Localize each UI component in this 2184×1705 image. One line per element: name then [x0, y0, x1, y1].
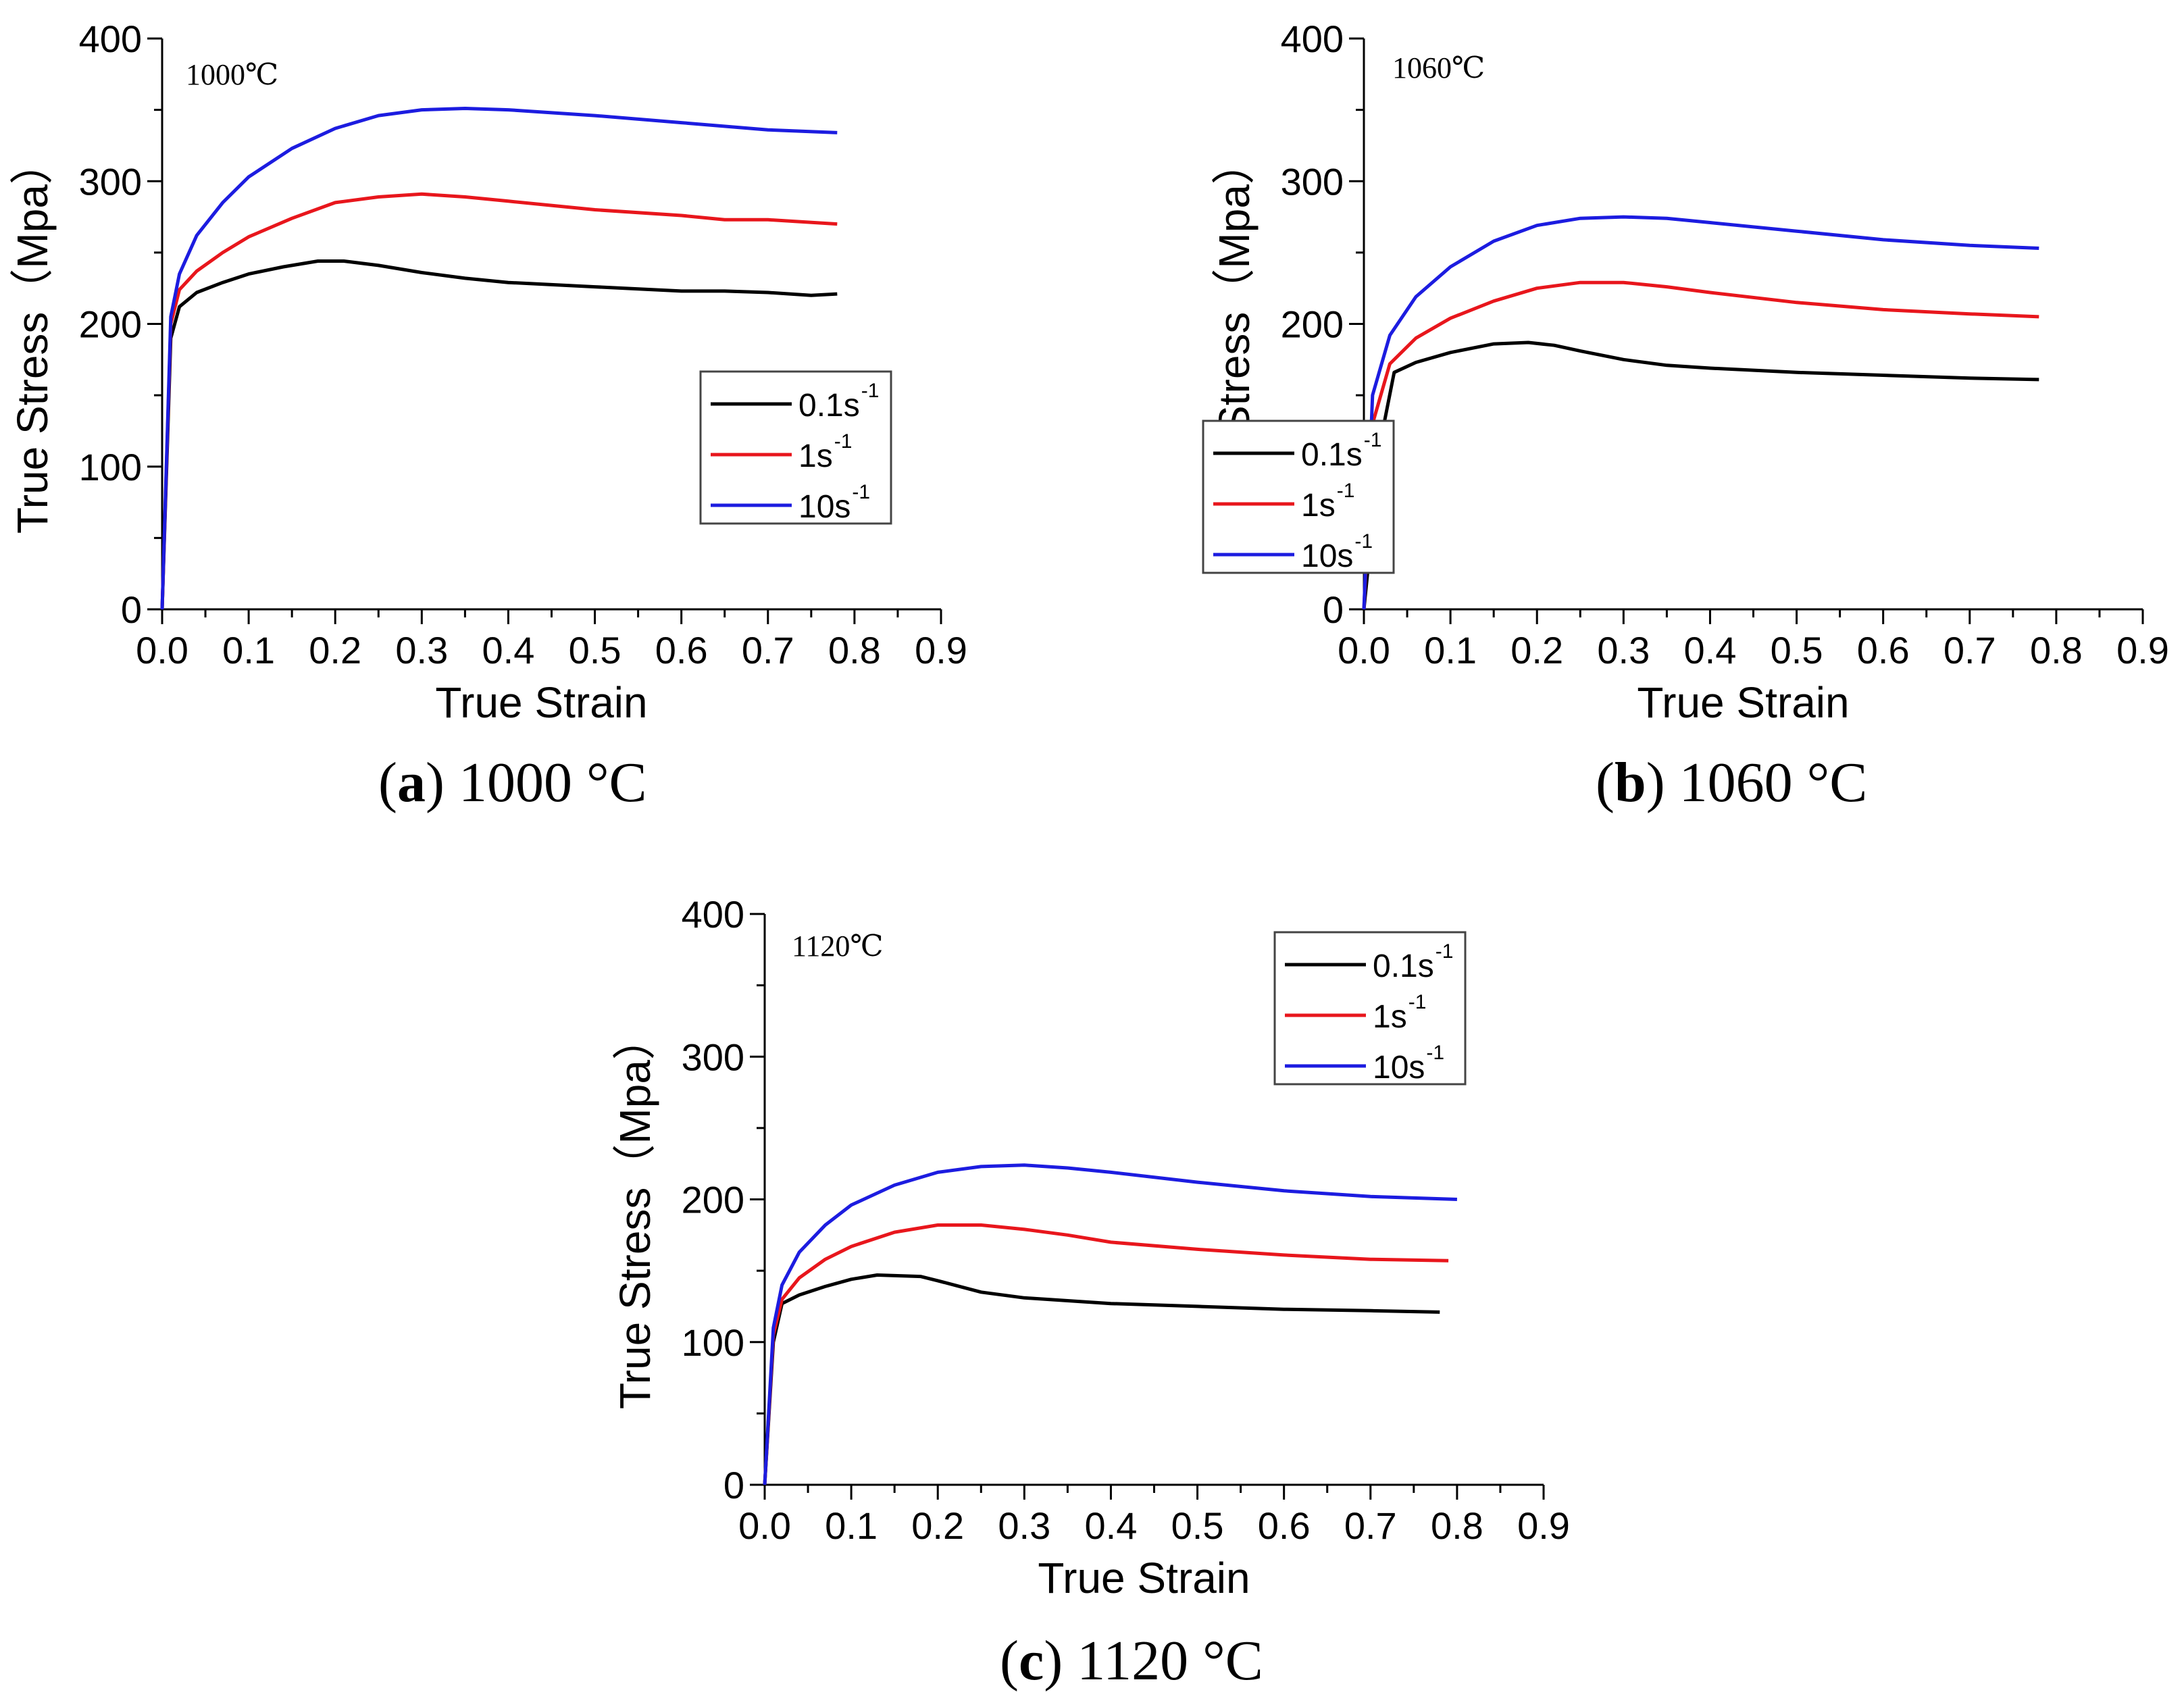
- x-tick-label: 0.5: [1771, 629, 1823, 671]
- x-tick-label: 0.5: [569, 629, 621, 671]
- y-tick-label: 100: [682, 1321, 744, 1364]
- series-line-0_1s: [160, 259, 838, 610]
- temperature-annotation: 1120℃: [792, 930, 884, 963]
- legend-label: 10s: [1373, 1050, 1425, 1086]
- x-tick-label: 0.0: [136, 629, 188, 671]
- series-line-0_1s: [1362, 340, 2039, 610]
- x-tick-label: 0.1: [825, 1504, 878, 1547]
- chart-panel-c: 0.0 0.1 0.2 0.3 0.4 0.5 0.6 0.7 0.8 0.9 0 100 200 300…: [611, 893, 1570, 1602]
- x-tick-label: 0.4: [1085, 1504, 1138, 1547]
- series-line-0_1s: [763, 1273, 1440, 1485]
- plot-area-c: 0.0 0.1 0.2 0.3 0.4 0.5 0.6 0.7 0.8 0.9 0 100 200 300…: [611, 893, 1570, 1602]
- x-axis-title: True Strain: [435, 678, 647, 727]
- legend-superscript: -1: [861, 380, 880, 402]
- y-tick-label: 0: [1323, 588, 1344, 631]
- y-tick-label: 100: [79, 446, 142, 488]
- x-tick-label: 0.8: [1431, 1504, 1483, 1547]
- series-line-10s: [763, 1163, 1457, 1485]
- plot-area-b: 0.00.10.20.30.40.50.60.70.80.90100200300…: [1202, 18, 2169, 727]
- x-tick-label: 0.2: [911, 1504, 964, 1547]
- x-tick-label: 0.4: [482, 629, 535, 671]
- caption-b: (b) 1060 °C: [1596, 751, 1868, 814]
- x-tick-label: 0.1: [222, 629, 275, 671]
- x-tick-label: 0.9: [2116, 629, 2169, 671]
- legend-label: 1s: [798, 438, 833, 474]
- y-tick-label: 300: [79, 160, 142, 203]
- caption-letter-b: b: [1614, 751, 1646, 814]
- x-tick-label: 0.5: [1171, 1504, 1224, 1547]
- x-tick-label: 0.6: [1258, 1504, 1311, 1547]
- chart-panel-b: 0.00.10.20.30.40.50.60.70.80.90100200300…: [1202, 18, 2169, 727]
- y-tick-label: 400: [1281, 18, 1344, 60]
- caption-text-a: ) 1000 °C: [425, 751, 647, 814]
- x-tick-label: 0.6: [655, 629, 708, 671]
- x-tick-label: 0.0: [1338, 629, 1390, 671]
- x-tick-label: 0.7: [1344, 1504, 1397, 1547]
- x-tick-label: 0.8: [2030, 629, 2083, 671]
- legend-superscript: -1: [1436, 940, 1454, 963]
- legend-box: [1202, 419, 1395, 574]
- legend-superscript: -1: [1408, 991, 1427, 1013]
- x-tick-label: 0.3: [1597, 629, 1650, 671]
- caption-letter-a: a: [397, 751, 426, 814]
- y-axis-title: True Stress（Mpa）: [8, 141, 57, 534]
- x-tick-label: 0.7: [742, 629, 794, 671]
- legend-label: 0.1s: [1301, 437, 1363, 473]
- legend-label: 0.1s: [1373, 948, 1434, 984]
- y-tick-label: 400: [79, 18, 142, 60]
- legend-label: 1s: [1373, 999, 1407, 1035]
- y-tick-label: 300: [1281, 160, 1344, 203]
- x-tick-label: 0.7: [1944, 629, 1996, 671]
- x-tick-label: 0.3: [395, 629, 448, 671]
- x-tick-label: 0.1: [1424, 629, 1477, 671]
- caption-letter-c: c: [1018, 1629, 1044, 1692]
- caption-text-c: ) 1120 °C: [1044, 1629, 1263, 1692]
- y-tick-label: 300: [682, 1036, 744, 1078]
- x-tick-label: 0.8: [828, 629, 881, 671]
- y-tick-label: 200: [682, 1179, 744, 1221]
- x-tick-label: 0.9: [915, 629, 967, 671]
- caption-text-b: ) 1060 °C: [1646, 751, 1868, 814]
- plot-area-a: 0.0 0.1 0.2 0.3 0.4 0.5 0.6 0.7 0.8 0.9 0 100 200 300…: [8, 18, 967, 727]
- y-tick-label: 200: [79, 303, 142, 346]
- x-tick-label: 0.4: [1684, 629, 1737, 671]
- x-tick-label: 0.6: [1857, 629, 1910, 671]
- legend-superscript: -1: [1354, 530, 1373, 553]
- chart-panel-a: 0.0 0.1 0.2 0.3 0.4 0.5 0.6 0.7 0.8 0.9 0 100 200 300…: [8, 18, 967, 727]
- legend-superscript: -1: [1426, 1042, 1444, 1064]
- y-tick-label: 0: [723, 1464, 744, 1506]
- legend-label: 0.1s: [798, 388, 860, 424]
- series-line-10s: [1362, 215, 2039, 610]
- caption-c: (c) 1120 °C: [1000, 1629, 1263, 1692]
- legend-superscript: -1: [852, 481, 870, 503]
- legend-label: 1s: [1301, 488, 1336, 524]
- series-line-1s: [1362, 280, 2039, 610]
- series-line-10s: [160, 107, 838, 610]
- y-tick-label: 400: [682, 893, 744, 936]
- temperature-annotation: 1000℃: [186, 58, 278, 91]
- y-tick-label: 0: [121, 588, 142, 631]
- series-line-1s: [160, 192, 838, 610]
- caption-a: (a) 1000 °C: [378, 751, 647, 814]
- series-line-1s: [763, 1223, 1449, 1485]
- x-axis-title: True Strain: [1038, 1554, 1250, 1602]
- legend-box: [1273, 931, 1467, 1086]
- legend-label: 10s: [798, 489, 850, 525]
- x-tick-label: 0.2: [309, 629, 361, 671]
- x-axis-title: True Strain: [1637, 678, 1849, 727]
- x-tick-label: 0.2: [1510, 629, 1563, 671]
- legend-label: 10s: [1301, 538, 1353, 574]
- y-axis-title: True Stress（Mpa）: [611, 1017, 659, 1409]
- legend-superscript: -1: [834, 430, 853, 453]
- x-tick-label: 0.0: [738, 1504, 791, 1547]
- legend-superscript: -1: [1337, 480, 1355, 502]
- temperature-annotation: 1060℃: [1392, 51, 1485, 84]
- legend-box: [699, 370, 892, 525]
- x-tick-label: 0.9: [1517, 1504, 1570, 1547]
- x-tick-label: 0.3: [998, 1504, 1050, 1547]
- legend-superscript: -1: [1364, 429, 1382, 451]
- y-tick-label: 200: [1281, 303, 1344, 346]
